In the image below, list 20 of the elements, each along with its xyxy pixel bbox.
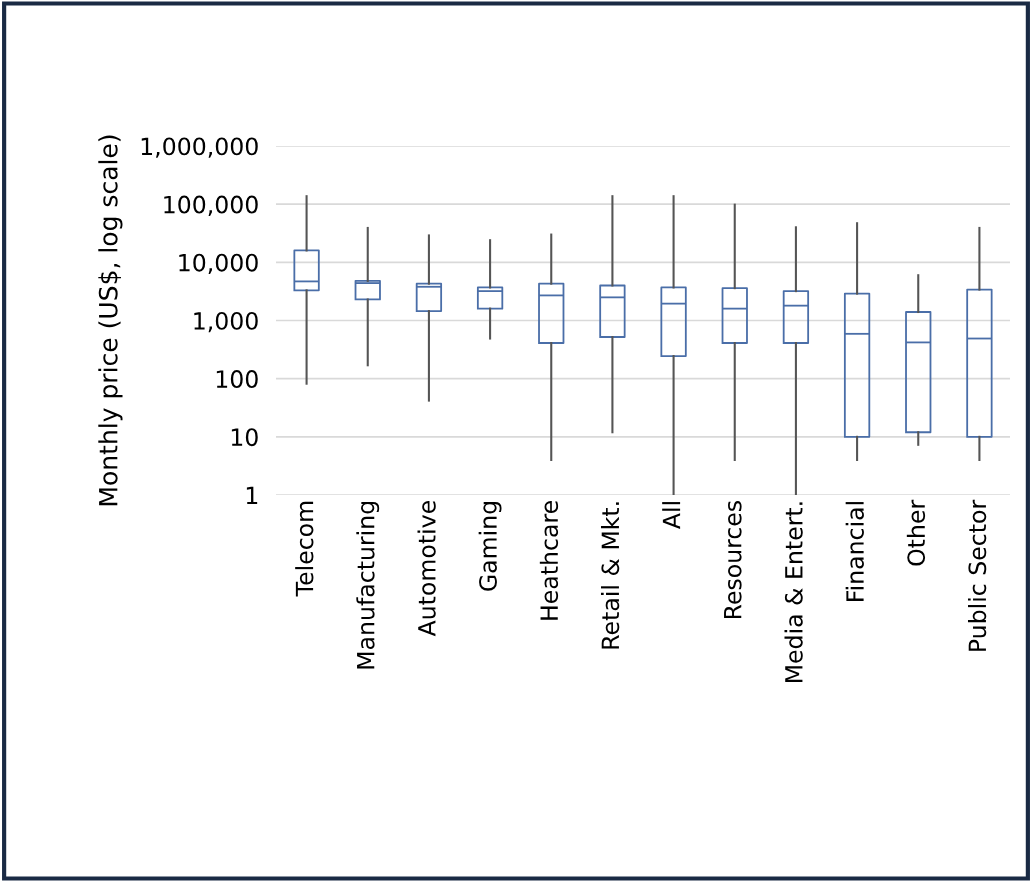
x-tick-label: Telecom (295, 501, 314, 597)
y-tick-label: 100,000 (164, 195, 258, 216)
y-tick-label: 1 (246, 486, 258, 504)
y-tick-label: 100 (216, 370, 258, 388)
x-tick-label: Gaming (478, 502, 502, 591)
x-tick-label: Manufacturing (356, 502, 380, 669)
y-axis-title: Monthly price (US$, log scale) (98, 135, 123, 506)
x-tick-label: Media & Entert. (784, 502, 803, 683)
x-tick-label: Retail & Mkt. (600, 502, 620, 649)
x-tick-label: Resources (724, 501, 742, 619)
y-tick-label: 1,000 (194, 311, 258, 333)
x-tick-label: All (662, 502, 681, 529)
x-tick-label: Automotive (417, 501, 436, 637)
y-tick-label: 10,000 (179, 253, 258, 275)
x-tick-label: Heathcare (539, 501, 559, 620)
y-tick-label: 10 (231, 428, 258, 447)
x-tick-label: Financial (845, 502, 864, 601)
x-tick-label: Public Sector (967, 499, 987, 651)
x-tick-label: Other (906, 499, 926, 566)
y-tick-label: 1,000,000 (141, 137, 258, 158)
